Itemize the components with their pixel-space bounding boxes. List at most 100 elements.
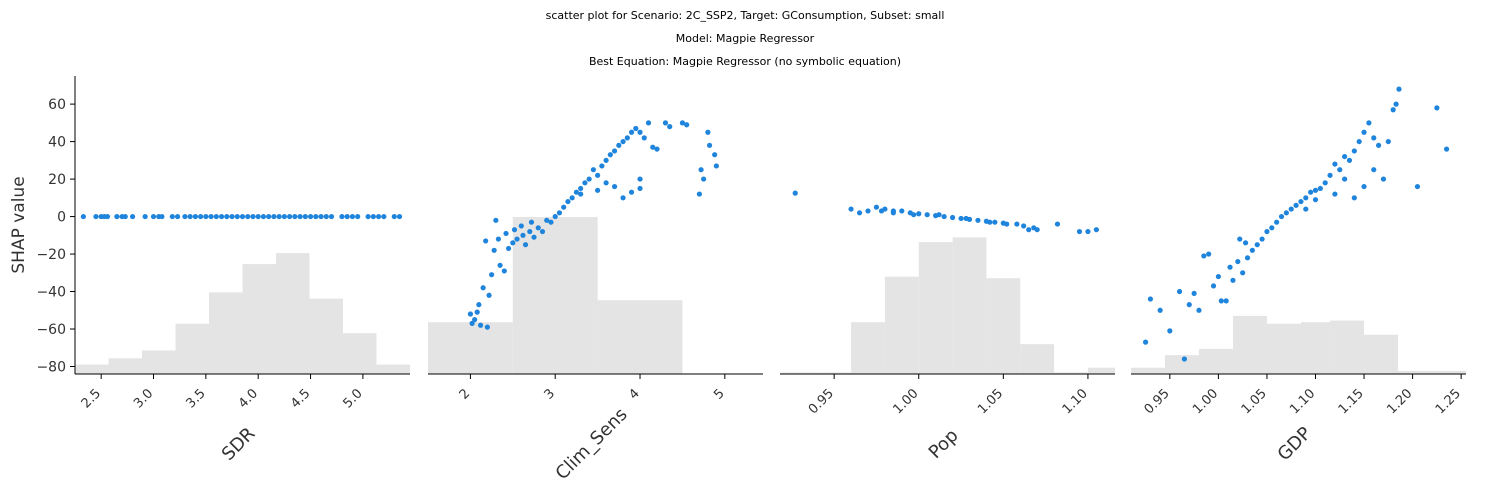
data-point [1269,225,1275,231]
data-point [552,213,558,220]
data-point [323,213,329,220]
data-point [616,142,622,148]
subplot-Pop: 0.95 1.00 1.05 1.10 Pop [780,190,1115,463]
histogram-bar [884,276,919,374]
data-point [654,146,660,152]
data-point [603,180,609,186]
data-point [1332,191,1338,197]
data-point [662,120,669,126]
data-point [271,213,277,220]
data-point [1034,227,1040,233]
y-tick-label: −40 [36,285,66,301]
histogram-bar [1198,348,1233,374]
data-point [1167,328,1173,334]
data-point [865,208,871,214]
data-point [645,120,652,126]
histogram-bar [780,372,818,374]
x-tick-label: 3.0 [131,386,156,411]
data-point [484,324,490,330]
data-point [641,135,647,141]
data-point [1235,258,1241,265]
data-point [1215,273,1221,280]
data-point [1361,129,1367,135]
histogram-bar [428,322,513,374]
data-point [712,152,718,158]
chart-subtitle-equation: Best Equation: Magpie Regressor (no symb… [588,55,902,68]
x-tick-label: 0.95 [1142,386,1173,417]
data-point [276,213,282,220]
data-point [469,320,475,326]
data-point [696,191,702,197]
data-point [561,204,567,210]
data-point [1393,101,1399,107]
data-point [1218,298,1224,304]
data-point [701,176,707,182]
data-point [514,236,520,242]
histogram-bar [142,350,176,374]
x-tick-label: 4.5 [288,386,313,411]
data-point [1014,221,1020,227]
data-point [365,213,371,220]
data-point [1026,227,1032,233]
data-point [1371,135,1377,141]
data-point [958,215,964,222]
data-point [573,189,580,195]
data-point [339,213,345,220]
data-point [916,211,922,217]
data-point [486,292,492,298]
data-point [297,213,303,220]
data-point [1093,227,1099,233]
histogram-bar [952,237,987,374]
data-point [590,167,596,173]
histogram-bar [1164,355,1199,374]
subplot-SDR: 2.5 3.0 3.5 4.0 4.5 5.0 SDR −80 −60 −40 −20 0 20 40 60… [9,76,410,465]
data-point [611,148,618,154]
data-point [287,213,293,220]
data-point [1332,161,1338,167]
data-point [637,185,643,192]
histogram-bar [1398,370,1466,374]
histogram-bar [175,323,209,374]
data-point [578,185,584,192]
data-point [684,122,690,128]
data-point [599,163,605,169]
data-point [620,138,626,145]
x-tick-label: 5 [711,386,727,402]
data-point [1303,195,1309,201]
data-point [941,213,947,220]
data-point [505,245,512,252]
histogram-bar [597,300,683,374]
data-point [578,191,584,197]
data-point [1076,228,1083,235]
data-point [1085,228,1091,235]
data-point [1298,198,1304,205]
data-point [633,125,639,132]
data-point [582,180,588,186]
data-point [355,213,361,220]
data-point [1396,86,1402,92]
data-point [1312,197,1319,203]
data-point [856,210,863,216]
data-point [1274,219,1280,225]
data-point [949,214,956,221]
chart-title: scatter plot for Scenario: 2C_SSP2, Targ… [545,9,945,22]
data-point [975,217,981,223]
data-point [489,272,495,278]
data-point [1237,236,1243,242]
histogram-bar [986,278,1021,374]
data-point [198,213,204,220]
data-point [1201,253,1207,259]
data-point [495,236,501,242]
y-tick-label: −80 [36,360,66,376]
histogram-bar [1266,323,1301,374]
x-tick-label: 2 [457,386,473,402]
data-point [114,213,120,220]
data-point [792,190,798,196]
data-point [511,227,518,233]
data-point [539,228,546,235]
x-tick-label: 1.20 [1384,386,1415,417]
data-point [472,317,478,323]
data-point [192,213,198,220]
data-point [586,176,592,182]
data-point [1278,213,1285,220]
